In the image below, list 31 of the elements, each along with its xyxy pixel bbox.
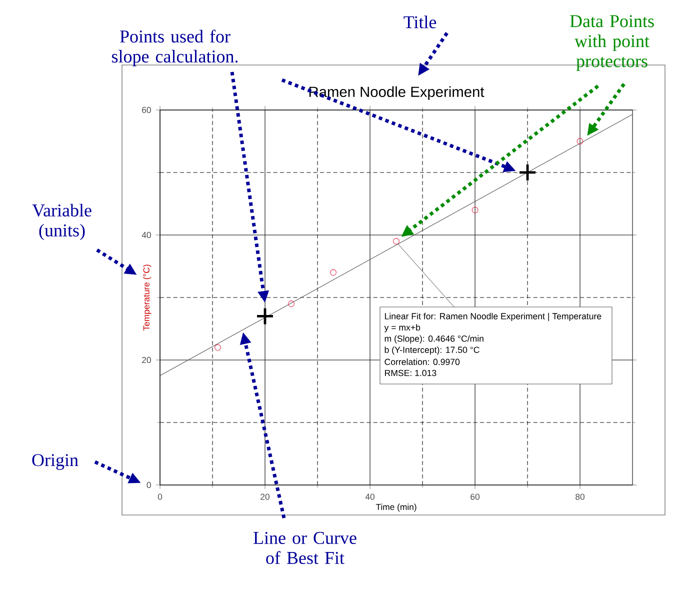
point [393, 238, 400, 244]
y-tick-label: 0 [146, 482, 151, 488]
point [214, 344, 221, 351]
text: Origin [32, 454, 78, 470]
point [518, 163, 537, 182]
point [576, 138, 584, 144]
point [256, 307, 274, 326]
point [330, 269, 336, 276]
y-tick-label: 40 [142, 232, 151, 238]
x-axis-title: Time (min) [376, 504, 416, 512]
y-axis-title: Temperature (°C) [143, 264, 152, 331]
x-tick-label: 60 [470, 494, 480, 500]
y-tick-label: 20 [142, 356, 151, 364]
annotation: Correlation: 0.9970 [384, 358, 460, 366]
annotation: Linear Fit for: Ramen Noodle Experiment | Temperature [385, 312, 602, 322]
text: Title [404, 16, 436, 28]
x-tick-label: 20 [260, 494, 270, 500]
y-tick-label: 60 [142, 106, 151, 114]
x-tick-label: 40 [365, 494, 374, 500]
text: Line or Curve of Best Fit [254, 532, 356, 564]
annotation: RMSE: 1.013 [385, 370, 436, 376]
annotation: m (Slope): 0.4646 °C/min [384, 335, 484, 344]
x-tick-label: 0 [158, 494, 162, 500]
annotation: b (Y-Intercept): 17.50 °C [384, 346, 480, 355]
annotation: y = mx+b [384, 324, 420, 332]
text: Data Points with point protectors [570, 15, 654, 71]
point [288, 300, 294, 307]
point [472, 206, 478, 214]
text: Points used for slope calculation. [112, 30, 238, 66]
text: Variable (units) [32, 204, 92, 240]
x-tick-label: 80 [576, 494, 584, 500]
